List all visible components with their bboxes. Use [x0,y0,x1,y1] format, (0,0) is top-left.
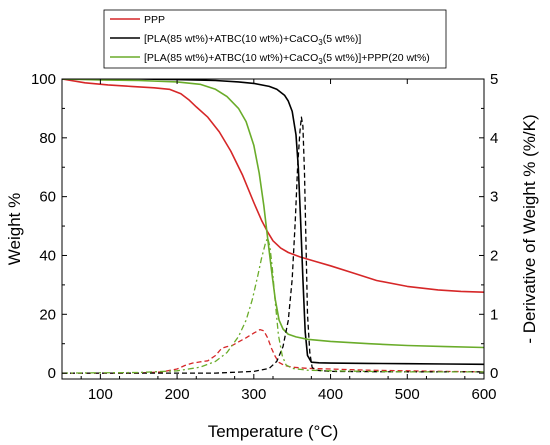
series-line-5 [62,237,484,374]
legend-label-subscript: 3 [318,38,323,47]
y-tick-label: 20 [39,306,56,323]
y-tick-label: 100 [31,71,56,88]
legend-label: PPP [144,14,165,26]
series-line-3 [62,328,484,374]
x-tick-label: 400 [318,386,343,403]
y2-tick-label: 0 [490,365,498,382]
legend: PPP[PLA(85 wt%)+ATBC(10 wt%)+CaCO3(5 wt%… [103,9,447,69]
legend-label-main: [PLA(85 wt%)+ATBC(10 wt%)+CaCO [144,52,318,64]
y-tick-label: 60 [39,189,56,206]
y-tick-label: 80 [39,130,56,147]
series-line-0 [62,79,484,293]
legend-label-tail: (5 wt%)]+PPP(20 wt%) [323,52,430,64]
series-line-4 [62,116,484,374]
x-tick-label: 200 [165,386,190,403]
plot-frame [61,78,485,380]
x-tick-label: 600 [471,386,496,403]
legend-label: [PLA(85 wt%)+ATBC(10 wt%)+CaCO3(5 wt%)] [144,33,361,47]
y-tick-label: 40 [39,247,56,264]
axes-layer: 100 200 300 400 500 600 0 20 40 60 80 100 0 1 2 3 4 5 [31,71,498,403]
legend-label-subscript: 3 [318,57,323,66]
legend-label: [PLA(85 wt%)+ATBC(10 wt%)+CaCO3(5 wt%)]+… [144,52,430,66]
series-line-1 [62,79,484,366]
y2-axis-title: - Derivative of Weight % (%/K) [520,114,539,343]
y2-tick-label: 3 [490,189,498,206]
y-axis-title: Weight % [5,193,24,265]
series-layer [62,79,484,374]
y2-tick-label: 4 [490,130,498,147]
x-tick-label: 500 [395,386,420,403]
y2-tick-label: 5 [490,71,498,88]
legend-label-main: [PLA(85 wt%)+ATBC(10 wt%)+CaCO [144,33,318,45]
y2-tick-label: 2 [490,247,498,264]
x-axis-title: Temperature (°C) [208,422,339,441]
legend-label-tail: (5 wt%)] [323,33,362,45]
y2-tick-label: 1 [490,306,498,323]
y-tick-label: 0 [48,365,56,382]
x-tick-label: 300 [241,386,266,403]
legend-box [103,9,447,69]
legend-label-main: PPP [144,14,165,26]
x-tick-label: 100 [88,386,113,403]
series-line-2 [62,79,484,349]
